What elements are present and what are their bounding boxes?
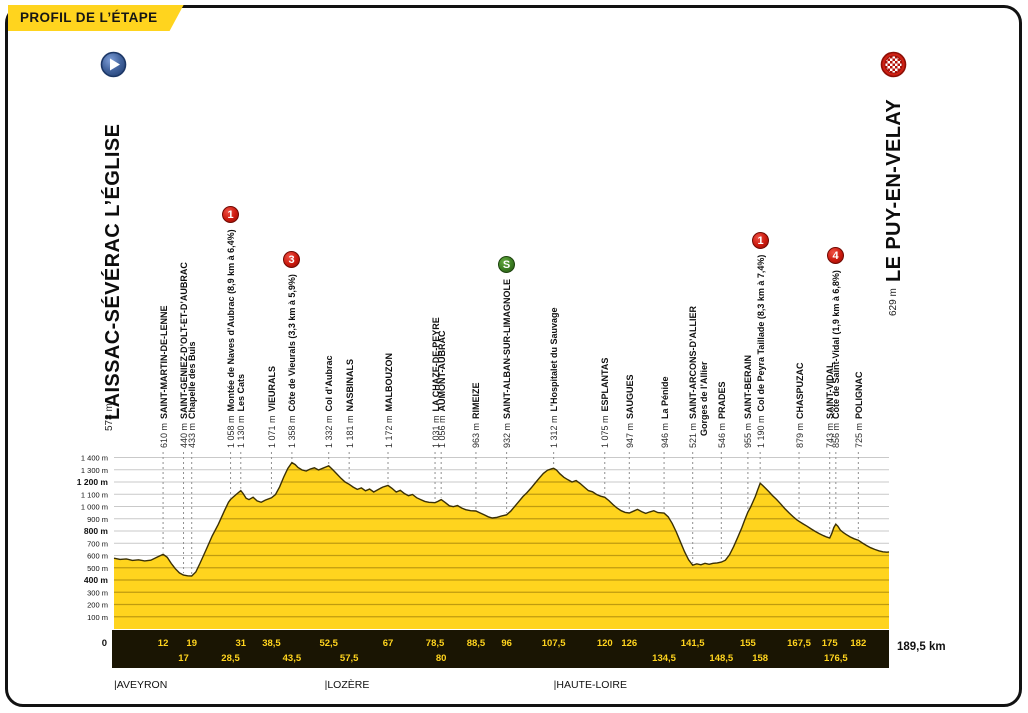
distance-tick: 31 (235, 638, 246, 649)
finish-elevation: 629 m (888, 288, 899, 316)
distance-tick: 182 (850, 638, 866, 649)
elevation-axis: 1 400 m 1 300 m 1 200 m 1 100 m 1 000 m 900 m… (77, 454, 109, 622)
finish-town-label: LE PUY-EN-VELAY (883, 98, 905, 282)
distance-tick: 19 (186, 638, 197, 649)
profile-area (114, 462, 889, 629)
elevation-axis-label: 1 400 m (81, 454, 108, 463)
distance-tick: 134,5 (652, 653, 676, 664)
total-distance-label: 189,5 km (897, 641, 946, 653)
distance-tick: 57,5 (340, 653, 359, 664)
distance-tick: 96 (501, 638, 512, 649)
distance-tick: 176,5 (824, 653, 848, 664)
distance-tick: 43,5 (283, 653, 302, 664)
start-town-label: LAISSAC-SÉVÉRAC L’ÉGLISE (102, 123, 124, 420)
elevation-axis-label: 400 m (84, 575, 109, 585)
distance-tick: 120 (597, 638, 613, 649)
elevation-axis-label: 900 m (87, 515, 108, 524)
distance-tick: 88,5 (467, 638, 486, 649)
distance-ticks: 12 17 19 28,5 31 38,543,5 52,557,5 67 78,5 80 88,5… (158, 638, 866, 664)
elevation-axis-label: 500 m (87, 564, 108, 573)
elevation-axis-label: 300 m (87, 588, 108, 597)
elevation-axis-label: 1 300 m (81, 466, 108, 475)
elevation-axis-label: 1 200 m (77, 477, 109, 487)
distance-tick: 167,5 (787, 638, 811, 649)
distance-tick: 67 (383, 638, 394, 649)
distance-tick: 148,5 (709, 653, 733, 664)
distance-bar (112, 630, 889, 668)
elevation-axis-label: 700 m (87, 539, 108, 548)
region-labels: |AVEYRON |LOZÈRE |HAUTE-LOIRE (114, 678, 627, 691)
region-label: |LOZÈRE (325, 678, 370, 691)
elevation-axis-label: 600 m (87, 552, 108, 561)
finish-icon (880, 51, 907, 78)
distance-tick: 107,5 (542, 638, 566, 649)
profile-outline (113, 461, 890, 577)
elevation-axis-label: 1 100 m (81, 490, 108, 499)
distance-tick: 38,5 (262, 638, 281, 649)
distance-tick: 126 (621, 638, 637, 649)
distance-tick: 175 (822, 638, 839, 649)
start-icon (100, 51, 127, 78)
region-label: |HAUTE-LOIRE (554, 679, 627, 691)
distance-tick: 141,5 (681, 638, 705, 649)
region-label: |AVEYRON (114, 679, 167, 691)
distance-tick: 28,5 (221, 653, 240, 664)
axis-zero-label: 0 (102, 638, 107, 649)
distance-tick: 17 (178, 653, 189, 664)
leader-lines (162, 452, 859, 574)
elevation-axis-label: 100 m (87, 613, 108, 622)
elevation-axis-label: 1 000 m (81, 503, 108, 512)
stage-profile-banner: PROFIL DE L’ÉTAPE (8, 5, 184, 31)
distance-tick: 80 (436, 653, 447, 664)
distance-tick: 158 (752, 653, 768, 664)
elevation-axis-label: 800 m (84, 526, 109, 536)
start-elevation: 578 m (104, 403, 115, 431)
distance-tick: 78,5 (426, 638, 445, 649)
elevation-axis-label: 200 m (87, 601, 108, 610)
distance-tick: 155 (740, 638, 757, 649)
distance-tick: 52,5 (319, 638, 338, 649)
distance-tick: 12 (158, 638, 169, 649)
